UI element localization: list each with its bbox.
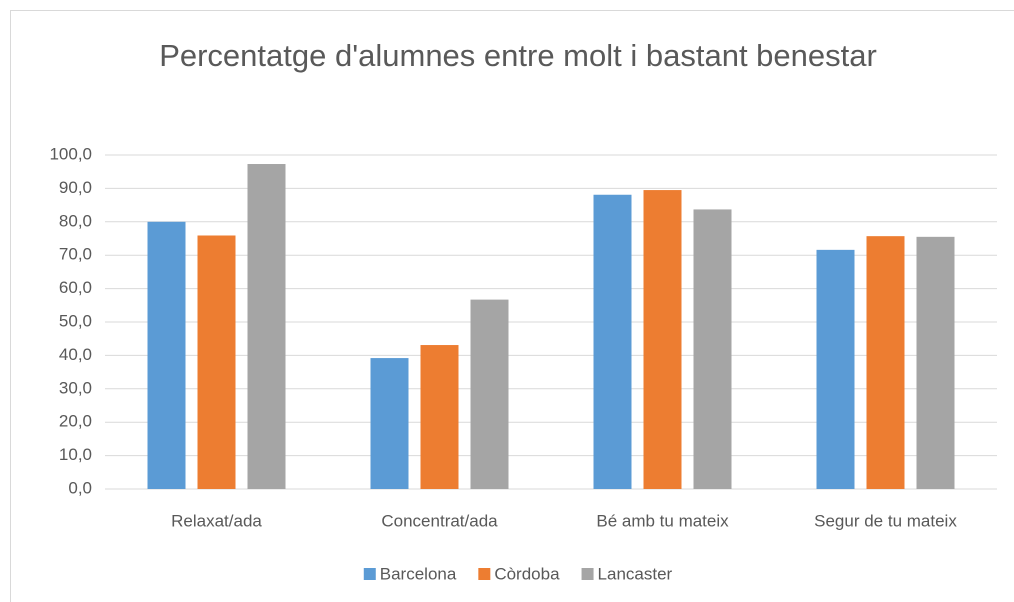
bar <box>147 221 186 490</box>
bar <box>593 194 632 489</box>
y-tick-label: 40,0 <box>59 345 92 364</box>
legend-label: Lancaster <box>598 564 673 583</box>
y-tick-label: 30,0 <box>59 378 92 397</box>
bar <box>693 209 732 489</box>
y-tick-label: 100,0 <box>49 144 92 163</box>
y-tick-label: 0,0 <box>68 478 92 497</box>
bar <box>866 236 905 489</box>
y-tick-label: 50,0 <box>59 311 92 330</box>
y-tick-label: 80,0 <box>59 211 92 230</box>
legend-swatch <box>581 568 594 580</box>
x-tick-label: Relaxat/ada <box>171 511 262 530</box>
bar <box>370 358 409 489</box>
y-tick-label: 90,0 <box>59 178 92 197</box>
x-tick-label: Bé amb tu mateix <box>596 511 729 530</box>
legend-swatch <box>363 568 376 580</box>
x-tick-label: Concentrat/ada <box>381 511 498 530</box>
bar <box>643 190 682 489</box>
bar <box>916 236 955 489</box>
x-tick-label: Segur de tu mateix <box>814 511 957 530</box>
legend-label: Còrdoba <box>494 564 560 583</box>
legend-swatch <box>478 568 491 580</box>
bar <box>197 235 236 489</box>
bar <box>816 249 855 489</box>
bar <box>470 299 509 489</box>
y-tick-label: 60,0 <box>59 278 92 297</box>
bar <box>420 345 459 489</box>
bar <box>247 164 286 489</box>
y-tick-label: 20,0 <box>59 412 92 431</box>
y-tick-label: 70,0 <box>59 245 92 264</box>
legend-label: Barcelona <box>380 564 457 583</box>
y-tick-label: 10,0 <box>59 445 92 464</box>
chart-title: Percentatge d'alumnes entre molt i basta… <box>159 38 877 73</box>
